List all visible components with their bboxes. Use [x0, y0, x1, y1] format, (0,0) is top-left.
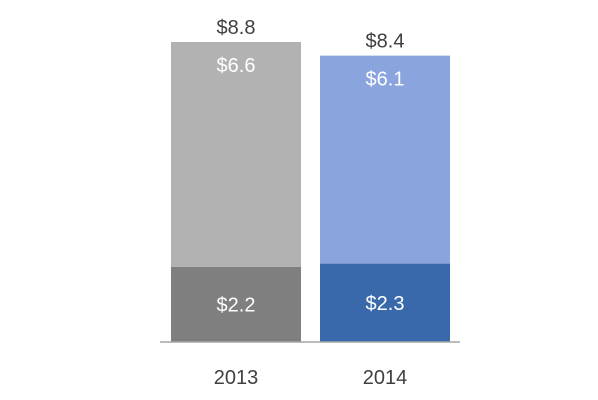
bar-bottom-2014: [320, 263, 450, 342]
bar-top-2014: [320, 55, 450, 264]
bar-label-bottom-2014: $2.3: [366, 293, 405, 315]
bar-label-bottom-2013: $2.2: [217, 295, 256, 317]
bar-label-top-2013: $6.6: [217, 55, 256, 77]
labels-group: $2.2 $6.6 $8.8 2013 $2.3 $6.1 $8.4 2014: [214, 17, 408, 389]
x-tick-label-2013: 2013: [214, 367, 259, 389]
bars-group: [171, 42, 450, 342]
bar-top-2013: [171, 42, 301, 267]
total-label-2013: $8.8: [217, 17, 256, 39]
bar-label-top-2014: $6.1: [366, 69, 405, 91]
x-tick-label-2014: 2014: [363, 367, 408, 389]
total-label-2014: $8.4: [366, 31, 405, 53]
bar-bottom-2013: [171, 267, 301, 342]
